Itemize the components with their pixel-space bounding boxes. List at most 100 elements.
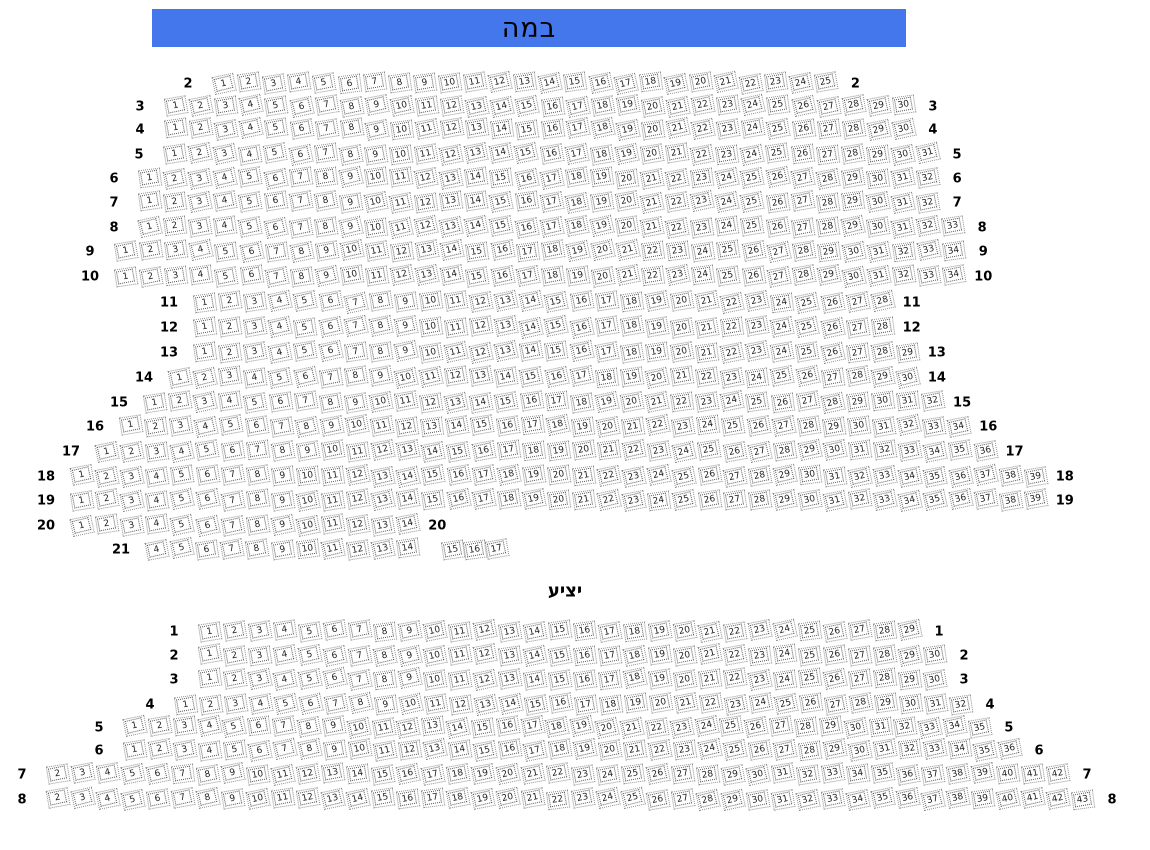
seat[interactable]: 30 (924, 646, 945, 663)
seat[interactable]: 5 (275, 695, 296, 713)
seat[interactable]: 18 (447, 789, 468, 806)
seat[interactable]: 8 (375, 624, 394, 640)
seat[interactable]: 11 (449, 623, 470, 640)
seat[interactable]: 41 (1022, 789, 1043, 807)
seat[interactable]: 27 (672, 790, 693, 807)
seat[interactable]: 11 (449, 671, 470, 688)
seat[interactable]: 25 (622, 765, 643, 782)
seat[interactable]: 9 (399, 668, 420, 686)
seat[interactable]: 25 (800, 669, 819, 686)
seat[interactable]: 8 (298, 718, 319, 736)
seat[interactable]: 14 (524, 647, 545, 664)
seat[interactable]: 17 (423, 789, 442, 806)
seat[interactable]: 34 (944, 716, 965, 734)
seat[interactable]: 2 (224, 647, 245, 664)
seat[interactable]: 12 (450, 696, 471, 713)
seat[interactable]: 13 (424, 740, 445, 758)
seat[interactable]: 14 (447, 719, 468, 737)
seat[interactable]: 34 (847, 791, 868, 809)
seat[interactable]: 16 (575, 647, 594, 663)
seat[interactable]: 6 (249, 717, 269, 734)
seat[interactable]: 32 (797, 791, 818, 809)
seat[interactable]: 8 (350, 694, 371, 712)
seat[interactable]: 25 (724, 741, 745, 758)
seat[interactable]: 26 (824, 670, 845, 687)
seat[interactable]: 4 (274, 621, 295, 638)
seat[interactable]: 7 (173, 766, 192, 782)
seat[interactable]: 25 (775, 695, 796, 713)
seat[interactable]: 22 (547, 764, 568, 782)
seat[interactable]: 31 (772, 764, 793, 781)
seat[interactable]: 20 (650, 694, 671, 711)
seat[interactable]: 18 (624, 647, 645, 665)
seat[interactable]: 33 (822, 764, 843, 781)
seat[interactable]: 17 (422, 766, 443, 783)
seat[interactable]: 25 (622, 789, 643, 807)
seat[interactable]: 11 (272, 789, 293, 806)
seat[interactable]: 26 (824, 646, 845, 663)
seat[interactable]: 13 (499, 623, 520, 640)
seat[interactable]: 23 (749, 671, 770, 689)
seat[interactable]: 3 (249, 622, 270, 639)
seat[interactable]: 10 (424, 622, 445, 639)
seat[interactable]: 6 (324, 669, 345, 686)
seat[interactable]: 37 (922, 790, 943, 808)
seat[interactable]: 24 (699, 740, 720, 757)
seat[interactable]: 19 (649, 670, 670, 687)
seat[interactable]: 32 (797, 766, 818, 783)
seat[interactable]: 17 (522, 717, 542, 735)
seat[interactable]: 31 (870, 718, 890, 735)
seat[interactable]: 4 (199, 717, 219, 734)
seat[interactable]: 4 (97, 764, 118, 782)
seat[interactable]: 19 (472, 765, 493, 782)
seat[interactable]: 3 (72, 788, 93, 806)
seat[interactable]: 16 (574, 671, 595, 688)
seat[interactable]: 36 (897, 788, 918, 806)
seat[interactable]: 17 (599, 647, 620, 664)
seat[interactable]: 36 (999, 740, 1020, 757)
seat[interactable]: 5 (224, 718, 244, 736)
seat[interactable]: 38 (947, 789, 968, 806)
seat[interactable]: 9 (222, 764, 243, 781)
seat[interactable]: 17 (524, 742, 545, 759)
seat[interactable]: 24 (774, 620, 795, 638)
seat[interactable]: 27 (825, 696, 846, 713)
seat[interactable]: 27 (849, 647, 870, 664)
seat[interactable]: 28 (800, 742, 819, 759)
seat[interactable]: 26 (647, 765, 668, 783)
seat[interactable]: 15 (474, 742, 495, 760)
seat[interactable]: 35 (872, 788, 893, 806)
seat[interactable]: 9 (222, 790, 243, 807)
seat[interactable]: 22 (724, 646, 745, 663)
seat[interactable]: 23 (674, 741, 695, 758)
seat[interactable]: 26 (745, 718, 766, 736)
seat[interactable]: 11 (373, 719, 393, 736)
seat[interactable]: 31 (772, 790, 793, 808)
seat[interactable]: 24 (774, 671, 795, 687)
seat[interactable]: 28 (698, 766, 717, 782)
seat[interactable]: 20 (596, 719, 617, 736)
seat[interactable]: 3 (72, 764, 93, 781)
seat[interactable]: 5 (299, 646, 320, 663)
seat[interactable]: 28 (875, 622, 894, 639)
seat[interactable]: 13 (322, 790, 343, 808)
seat[interactable]: 17 (575, 696, 596, 713)
seat[interactable]: 5 (122, 791, 143, 809)
seat[interactable]: 15 (372, 766, 393, 783)
seat[interactable]: 9 (324, 741, 345, 758)
seat[interactable]: 24 (696, 717, 716, 734)
seat[interactable]: 13 (475, 696, 496, 713)
seat[interactable]: 36 (897, 766, 918, 783)
seat[interactable]: 7 (349, 647, 370, 664)
seat[interactable]: 10 (247, 790, 268, 808)
seat[interactable]: 16 (397, 790, 418, 807)
seat[interactable]: 2 (149, 740, 170, 757)
seat[interactable]: 5 (299, 622, 320, 640)
seat[interactable]: 12 (399, 741, 420, 758)
seat[interactable]: 16 (397, 765, 418, 783)
seat[interactable]: 24 (750, 694, 771, 711)
seat[interactable]: 25 (721, 717, 741, 734)
seat[interactable]: 14 (524, 671, 545, 688)
seat[interactable]: 9 (399, 622, 420, 639)
seat[interactable]: 14 (449, 741, 470, 758)
